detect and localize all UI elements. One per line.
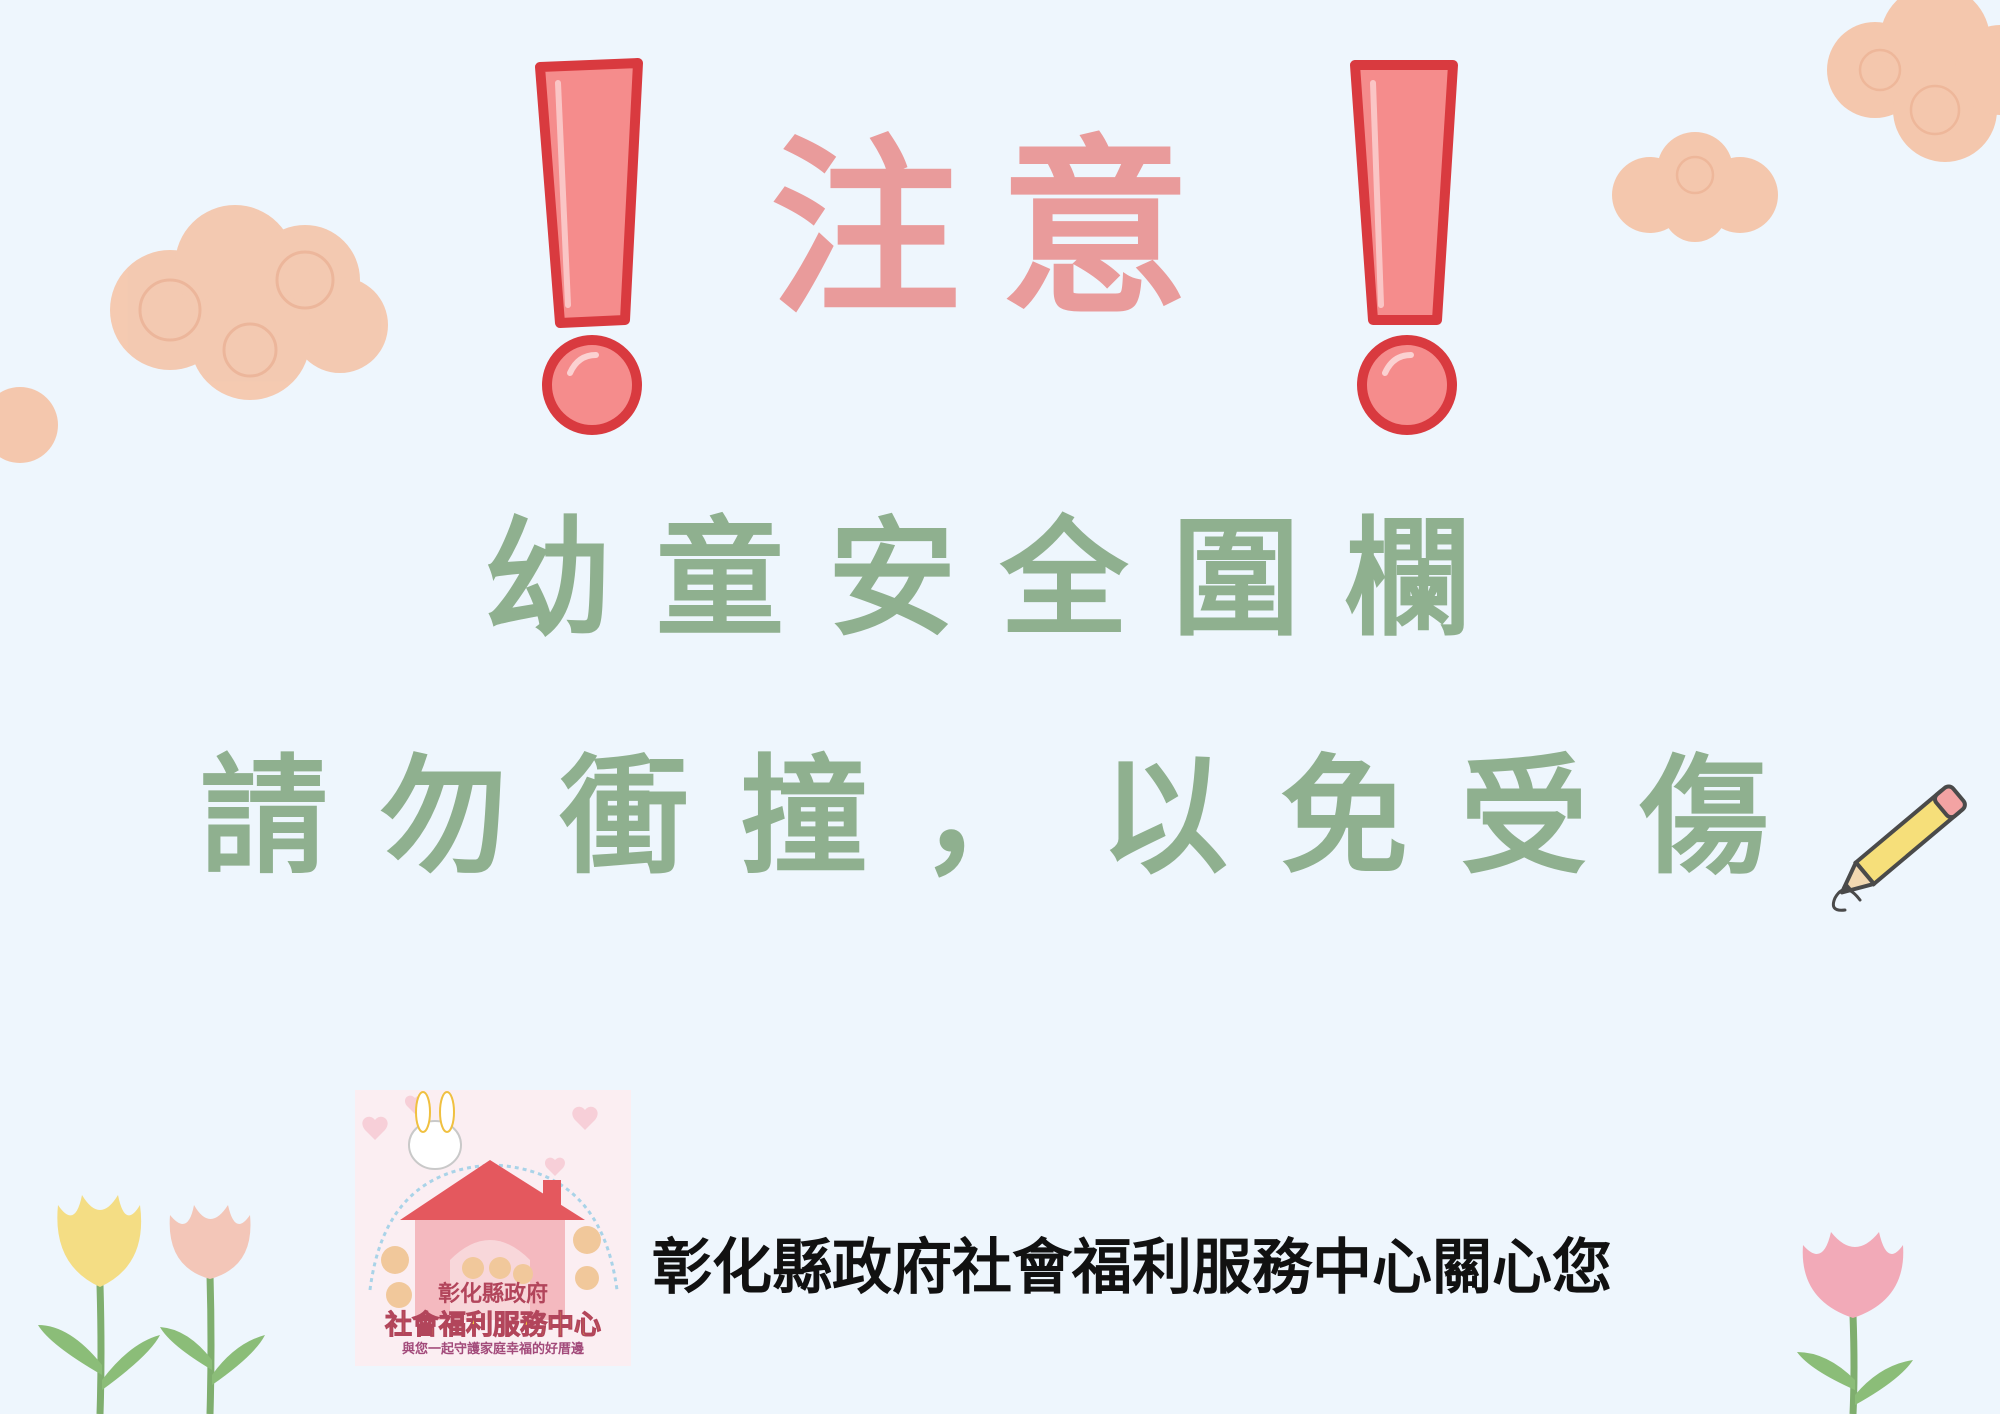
tulip-flowers-icon [38,1195,265,1414]
cloud-icon [110,205,388,400]
cloud-icon [1827,0,2000,162]
notice-line-2: 請勿衝撞，以免受傷 [199,743,1820,892]
notice-title: 注意 [769,119,1230,340]
welfare-center-logo: 彰化縣政府 社會福利服務中心 與您一起守護家庭幸福的好厝邊 [355,1090,631,1366]
logo-tagline: 與您一起守護家庭幸福的好厝邊 [401,1342,584,1357]
exclamation-icon [535,58,643,435]
logo-main-text: 社會福利服務中心 [385,1310,602,1342]
cloud-icon [0,387,58,463]
cloud-icon [1612,132,1778,242]
footer-message: 彰化縣政府社會福利服務中心關心您 [652,1233,1612,1303]
tulip-flower-icon [1797,1232,1913,1414]
pencil-icon [1831,784,1967,912]
notice-line-1: 幼童安全圍欄 [483,505,1516,654]
logo-top-text: 彰化縣政府 [437,1282,548,1307]
logo-house-illustration [362,1091,619,1320]
exclamation-icon [1350,60,1458,435]
